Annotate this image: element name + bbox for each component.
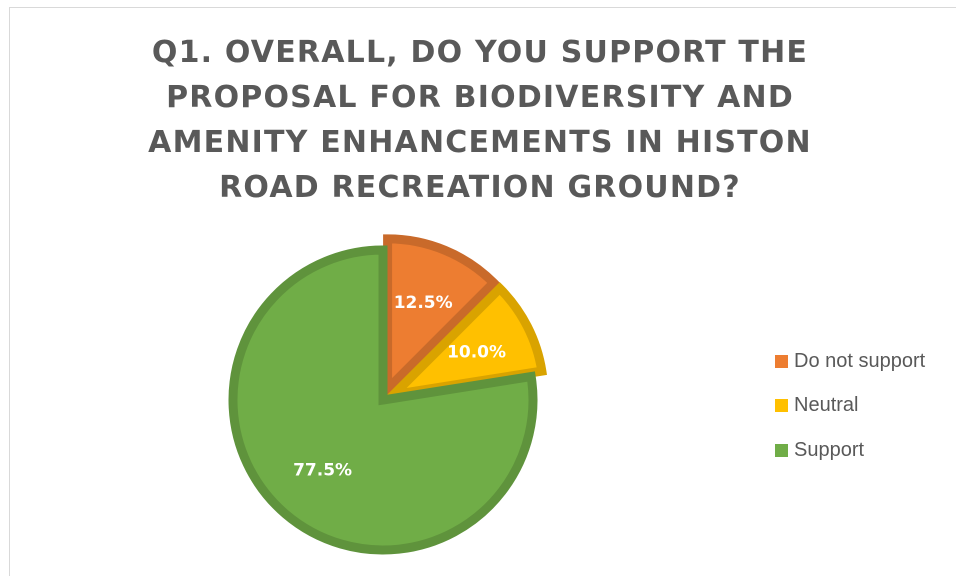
pie-slice-neutral bbox=[380, 282, 547, 402]
legend-item-do-not-support: Do not support bbox=[775, 339, 925, 384]
legend-label-neutral: Neutral bbox=[794, 394, 859, 417]
data-label-neutral: 10.0% bbox=[447, 342, 506, 362]
legend-label-support: Support bbox=[794, 438, 865, 461]
chart-title: Q1. OVERALL, DO YOU SUPPORT THE PROPOSAL… bbox=[148, 35, 812, 205]
legend-item-support: Support bbox=[775, 428, 925, 473]
legend: Do not support Neutral Support bbox=[775, 339, 925, 473]
pie-slice-support bbox=[228, 245, 538, 555]
legend-swatch-neutral bbox=[775, 399, 788, 413]
data-label-support: 77.5% bbox=[293, 461, 352, 481]
legend-item-neutral: Neutral bbox=[775, 384, 925, 429]
pie-slice-do-not-support bbox=[383, 234, 501, 400]
legend-swatch-do-not-support bbox=[775, 354, 788, 368]
legend-swatch-support bbox=[775, 443, 788, 457]
data-label-do-not-support: 12.5% bbox=[394, 293, 453, 313]
legend-label-do-not-support: Do not support bbox=[794, 349, 926, 372]
